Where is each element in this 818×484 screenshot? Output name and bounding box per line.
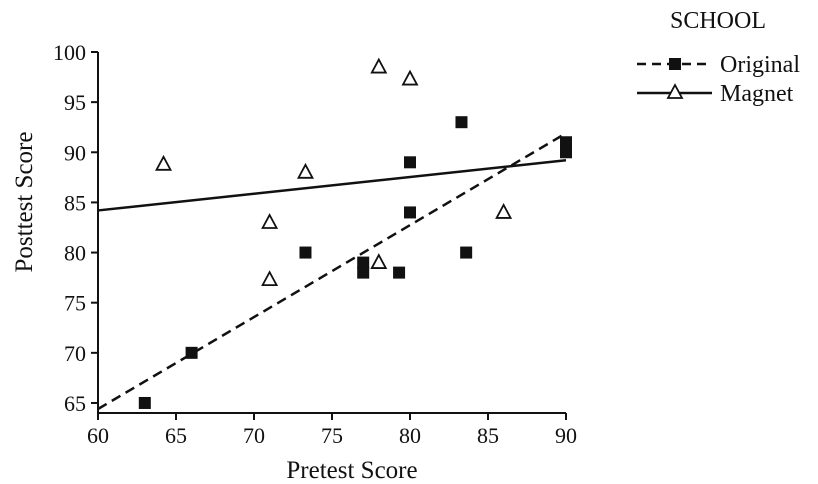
x-tick-label: 85: [477, 423, 499, 448]
y-tick-label: 65: [64, 391, 86, 416]
point-original: [299, 246, 312, 259]
x-tick-label: 60: [87, 423, 109, 448]
point-original: [404, 156, 416, 169]
fit-line-magnet: [97, 159, 567, 212]
point-original: [185, 346, 198, 359]
point-original: [455, 116, 468, 129]
point-magnet: [495, 203, 513, 219]
legend-swatch-original-marker: [669, 58, 681, 70]
point-original: [357, 266, 370, 279]
x-tick-label: 70: [243, 423, 265, 448]
point-original: [560, 146, 572, 159]
y-tick-label: 100: [53, 40, 86, 65]
point-original: [560, 136, 572, 149]
point-magnet: [155, 154, 173, 171]
y-tick-label: 80: [64, 241, 86, 266]
x-tick-label: 65: [165, 423, 187, 448]
y-tick-label: 85: [64, 190, 86, 215]
legend-title: SCHOOL: [670, 8, 766, 34]
point-magnet: [370, 57, 388, 74]
fit-lines: [97, 132, 567, 411]
x-tick-label: 75: [321, 423, 343, 448]
legend-label-magnet: Magnet: [720, 81, 794, 107]
y-tick-label: 70: [64, 341, 86, 366]
y-tick-label: 90: [64, 140, 86, 165]
point-original: [393, 266, 406, 279]
fit-line-original: [97, 132, 567, 411]
point-original: [404, 206, 416, 219]
point-magnet: [401, 69, 419, 86]
point-magnet: [261, 213, 279, 229]
point-magnet: [370, 253, 388, 269]
point-magnet: [296, 162, 314, 179]
x-axis-ticks: 60 65 70 75 80 85 90: [87, 413, 577, 448]
point-original: [138, 396, 151, 409]
legend-item-original: Original: [637, 52, 800, 78]
legend-swatch-magnet-marker: [666, 83, 684, 99]
y-tick-label: 75: [64, 291, 86, 316]
point-original: [460, 246, 473, 259]
x-axis-title: Pretest Score: [286, 457, 417, 484]
point-original: [357, 256, 370, 269]
y-axis-ticks: 65 70 75 80 85 90 95 100: [53, 40, 98, 416]
legend-label-original: Original: [720, 52, 800, 78]
y-tick-label: 95: [64, 90, 86, 115]
data-points: [138, 57, 572, 409]
point-magnet: [261, 270, 279, 287]
legend: SCHOOL Original Magnet: [637, 8, 800, 107]
legend-item-magnet: Magnet: [637, 81, 794, 107]
x-tick-label: 80: [399, 423, 421, 448]
x-tick-label: 90: [555, 423, 577, 448]
y-axis-title: Posttest Score: [11, 132, 38, 273]
